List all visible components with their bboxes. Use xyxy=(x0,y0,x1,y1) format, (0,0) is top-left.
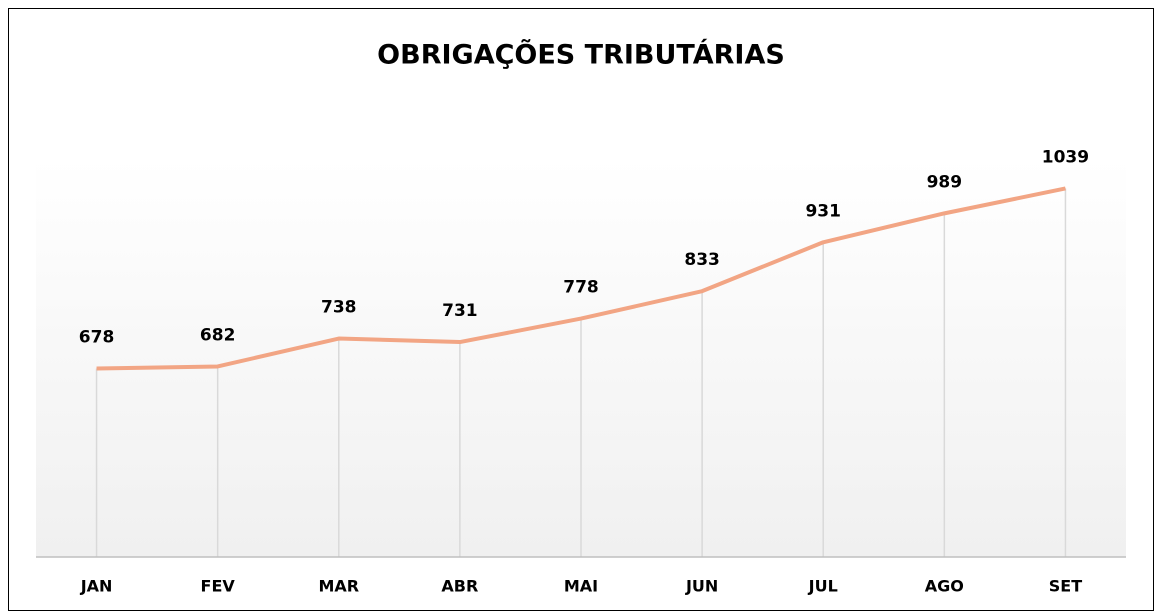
data-label: 778 xyxy=(563,278,599,298)
x-tick-label: ABR xyxy=(441,577,478,596)
line xyxy=(96,186,1066,371)
x-tick-label: JUL xyxy=(808,577,838,596)
x-tick-label: MAR xyxy=(318,577,359,596)
data-label: 989 xyxy=(927,172,963,192)
chart-title: OBRIGAÇÕES TRIBUTÁRIAS xyxy=(377,39,785,71)
data-label: 1039 xyxy=(1042,147,1089,167)
data-label: 738 xyxy=(321,298,357,318)
x-tick-label: AGO xyxy=(925,577,964,596)
data-label: 931 xyxy=(805,201,841,221)
data-label: 678 xyxy=(79,327,115,347)
x-tick-label: JUN xyxy=(685,577,718,596)
data-label: 833 xyxy=(684,250,720,270)
data-label: 682 xyxy=(200,325,236,345)
data-label: 731 xyxy=(442,301,478,321)
x-tick-label: JAN xyxy=(80,577,113,596)
x-tick-label: MAI xyxy=(564,577,598,596)
x-tick-label: FEV xyxy=(201,577,236,596)
x-tick-label: SET xyxy=(1049,577,1082,596)
